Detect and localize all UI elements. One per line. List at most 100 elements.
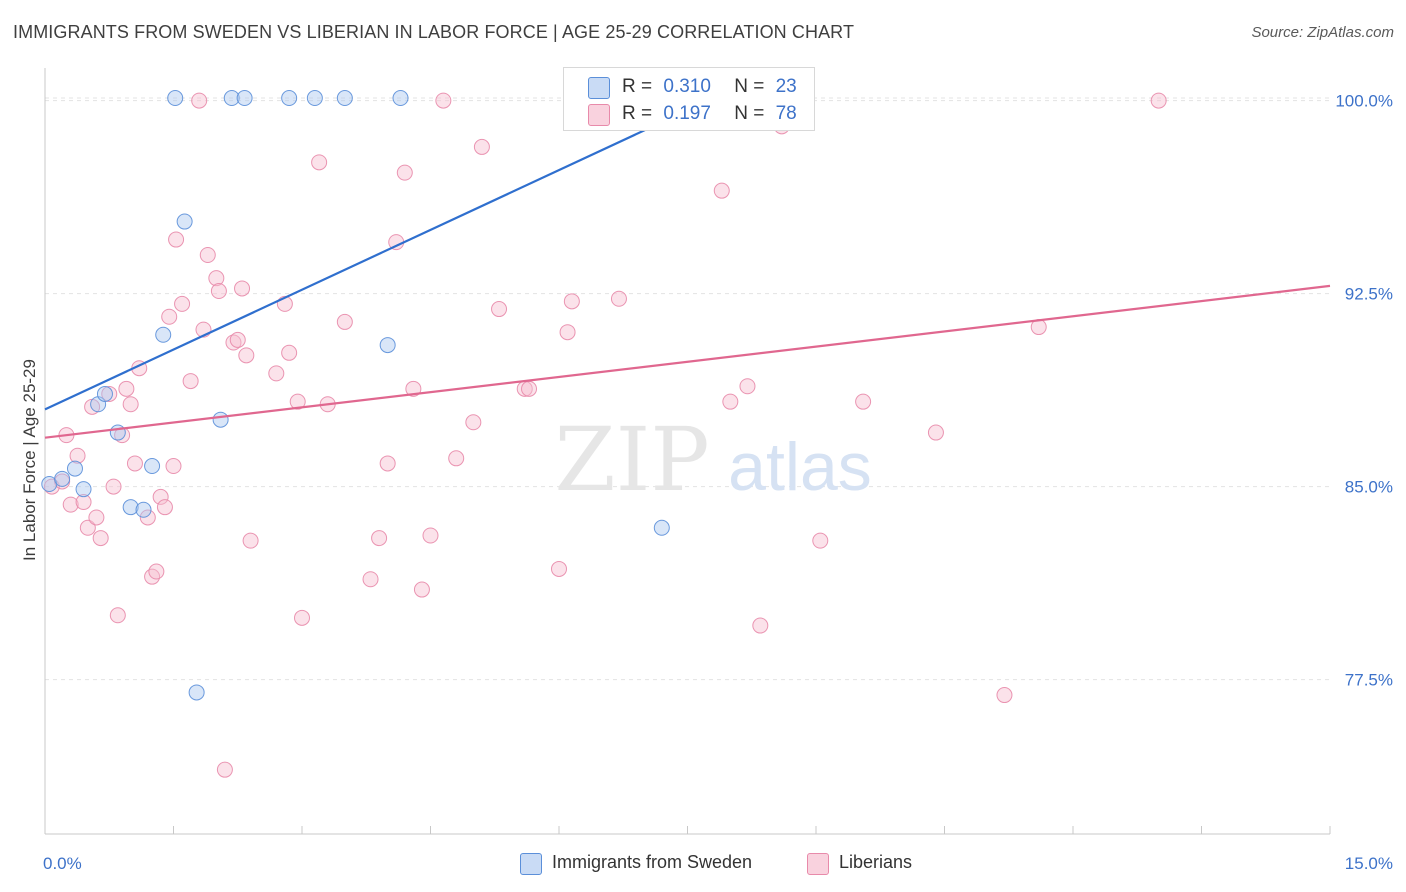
liberian-point — [92, 530, 109, 547]
liberian-point — [168, 231, 185, 248]
watermark: ZIP atlas — [554, 408, 871, 511]
liberian-point — [435, 92, 452, 109]
liberian-point — [362, 571, 379, 588]
liberian-point — [229, 331, 246, 348]
liberian-point — [182, 373, 199, 390]
liberian-point — [996, 687, 1013, 704]
liberian-point — [739, 378, 756, 395]
liberian-point — [225, 334, 242, 351]
liberian-point — [927, 424, 944, 441]
legend-n-value: 78 — [775, 103, 797, 124]
y-tick-label: 100.0% — [1335, 92, 1393, 111]
liberian-point — [722, 393, 739, 410]
liberian-point — [101, 385, 118, 402]
watermark-zip: ZIP — [554, 408, 709, 511]
y-tick-label: 85.0% — [1345, 478, 1393, 497]
liberian-point — [242, 532, 259, 549]
sweden-point — [236, 90, 253, 107]
legend-n-label: N = — [734, 76, 765, 97]
liberian-point — [165, 458, 182, 475]
sweden-point — [379, 337, 396, 354]
sweden-point — [144, 458, 161, 475]
liberian-point — [379, 455, 396, 472]
y-tick-label: 77.5% — [1345, 671, 1393, 690]
liberian-point — [174, 295, 191, 312]
liberian-point — [491, 301, 508, 318]
liberian-point — [139, 509, 156, 526]
liberian-point — [88, 509, 105, 526]
liberian-point — [563, 293, 580, 310]
liberian-point — [422, 527, 439, 544]
legend-n-value: 23 — [775, 76, 797, 97]
liberian-legend-swatch — [807, 853, 829, 875]
liberian-point — [610, 290, 627, 307]
x-tick-label: 15.0% — [1345, 854, 1393, 873]
x-tick-label: 0.0% — [43, 854, 82, 873]
grid-lines — [45, 97, 1330, 681]
liberian-point — [122, 396, 139, 413]
liberian-point — [69, 447, 86, 464]
liberian-point — [448, 450, 465, 467]
liberian-point — [210, 283, 227, 300]
watermark-atlas: atlas — [728, 429, 872, 505]
sweden-point — [188, 684, 205, 701]
liberian-point — [118, 380, 135, 397]
legend-label: Immigrants from Sweden — [552, 852, 753, 872]
liberian-point — [521, 380, 538, 397]
liberian-point — [336, 313, 353, 330]
liberian-point — [371, 530, 388, 547]
chart-title: IMMIGRANTS FROM SWEDEN VS LIBERIAN IN LA… — [13, 22, 855, 42]
liberian-point — [152, 488, 169, 505]
liberian-point — [713, 182, 730, 199]
sweden-point — [653, 519, 670, 536]
series-immigrants-from-sweden — [41, 90, 670, 701]
liberian-point — [105, 478, 122, 495]
x-tick-labels: 0.0% 15.0% — [43, 854, 1393, 873]
liberian-point — [551, 560, 567, 577]
liberian-point — [473, 138, 490, 155]
axes — [44, 68, 1331, 835]
source-label: Source: ZipAtlas.com — [1251, 24, 1394, 41]
sweden-swatch — [588, 77, 610, 99]
sweden-point — [281, 90, 298, 107]
liberian-point — [148, 563, 165, 580]
liberian-point — [812, 532, 829, 549]
liberian-point — [413, 581, 430, 598]
liberian-point — [238, 347, 255, 364]
liberian-point — [75, 494, 92, 511]
y-tick-labels: 77.5% 85.0% 92.5% 100.0% — [1335, 92, 1393, 690]
liberian-point — [465, 414, 482, 431]
sweden-point — [212, 411, 229, 428]
sweden-point — [75, 481, 92, 498]
liberian-trend-line — [44, 284, 1331, 439]
sweden-point — [122, 499, 139, 516]
liberian-point — [79, 519, 96, 536]
sweden-point — [167, 90, 184, 107]
liberian-point — [289, 393, 306, 410]
liberian-point — [156, 499, 173, 516]
liberian-point — [311, 154, 328, 171]
liberian-point — [405, 380, 422, 397]
liberian-point — [559, 324, 576, 341]
liberian-point — [234, 280, 251, 297]
sweden-point — [155, 326, 172, 343]
y-axis-label: In Labor Force | Age 25-29 — [20, 359, 39, 561]
liberian-point — [268, 365, 285, 382]
y-tick-label: 92.5% — [1345, 285, 1393, 304]
stats-legend: R = 0.310 N = 23 R = 0.197 N = 78 — [563, 67, 815, 131]
legend-label: Liberians — [839, 852, 913, 872]
sweden-point — [336, 90, 353, 107]
liberian-point — [1150, 92, 1167, 109]
sweden-point — [392, 90, 409, 107]
liberian-point — [191, 92, 208, 109]
sweden-point — [66, 460, 83, 477]
trend-lines — [44, 89, 1331, 439]
liberian-point — [161, 308, 178, 325]
sweden-point — [176, 213, 193, 230]
legend-n-label: N = — [734, 103, 765, 124]
legend-r-value: 0.197 — [663, 103, 711, 124]
sweden-point — [54, 470, 71, 487]
liberian-point — [208, 270, 225, 287]
liberian-swatch — [588, 104, 610, 126]
